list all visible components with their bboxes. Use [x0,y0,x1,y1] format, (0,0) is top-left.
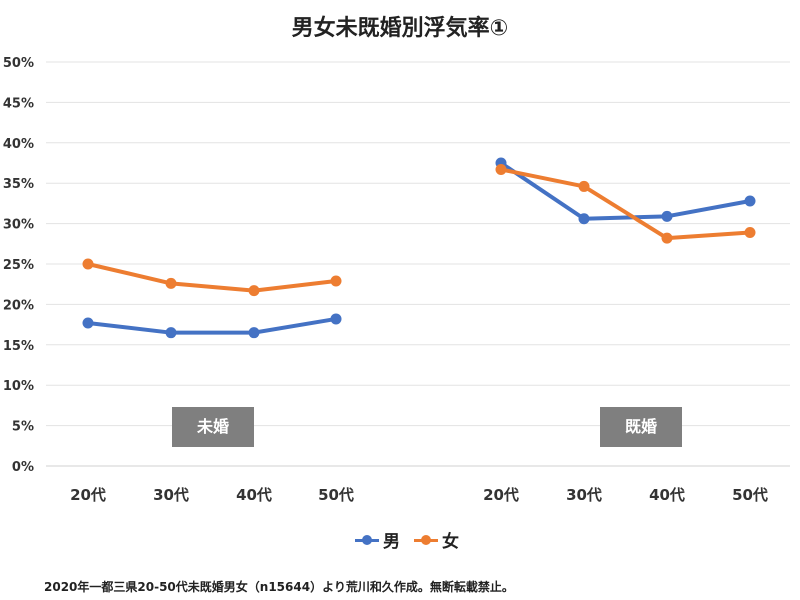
legend-marker-female [414,534,438,545]
chart-title: 男女未既婚別浮気率① [291,16,509,41]
y-tick-label: 45% [3,96,34,111]
data-point-female [744,226,756,238]
series-line-female [500,167,751,241]
group-label-married: 既婚 [600,407,682,447]
y-tick-label: 5% [12,420,34,435]
y-tick-label: 20% [3,298,34,313]
data-point-male [744,195,756,207]
legend-label-male: 男 [383,532,400,552]
legend-label-female: 女 [442,532,459,552]
data-point-male [578,213,590,225]
y-tick-label: 0% [12,460,34,475]
x-tick-label: 20代 [483,486,519,504]
data-point-female [248,285,260,297]
legend-item-male: 男 [355,527,400,552]
data-point-male [82,317,94,329]
series-line-male [87,316,337,335]
y-tick-label: 35% [3,177,34,192]
y-tick-label: 15% [3,339,34,354]
data-point-male [330,313,342,325]
x-tick-label: 30代 [566,486,602,504]
x-tick-label: 40代 [649,486,685,504]
legend-item-female: 女 [414,527,459,552]
x-tick-label: 50代 [732,486,768,504]
x-tick-label: 30代 [153,486,189,504]
x-tick-label: 50代 [318,486,354,504]
x-tick-label: 40代 [236,486,272,504]
group-label-unmarried: 未婚 [172,407,254,447]
data-point-female [578,180,590,192]
legend-marker-male [355,534,379,545]
y-tick-label: 50% [3,56,34,71]
y-tick-label: 40% [3,137,34,152]
series-line-female [87,262,337,293]
legend: 男 女 [355,527,459,552]
data-point-female [82,258,94,270]
footnote: 2020年一都三県20-50代未既婚男女（n15644）より荒川和久作成。無断転… [44,580,514,594]
data-point-male [661,210,673,222]
data-point-female [661,232,673,244]
data-point-male [248,327,260,339]
series-line-male [499,161,751,221]
y-tick-label: 25% [3,258,34,273]
x-tick-label: 20代 [70,486,106,504]
data-point-female [330,275,342,287]
y-tick-label: 30% [3,218,34,233]
data-point-female [495,163,507,175]
y-tick-label: 10% [3,379,34,394]
data-point-female [165,277,177,289]
data-point-male [165,327,177,339]
